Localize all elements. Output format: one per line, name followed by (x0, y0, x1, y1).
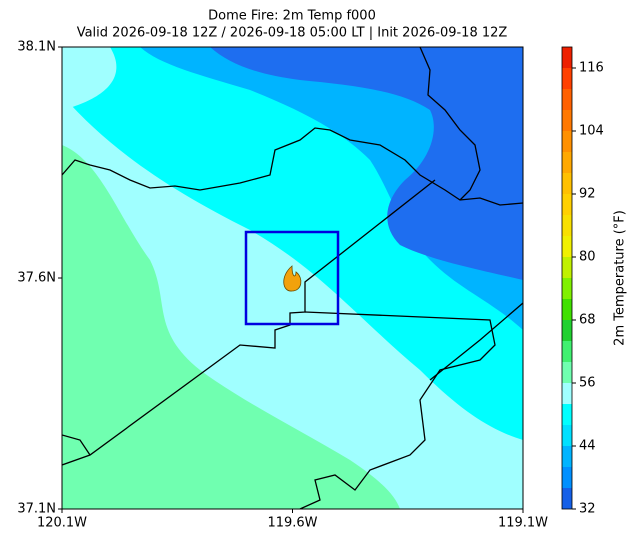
colorbar-tick-label: 44 (579, 439, 596, 454)
colorbar-segment (562, 152, 572, 173)
colorbar-segment (562, 320, 572, 341)
colorbar-tick-label: 80 (579, 250, 596, 265)
colorbar-segment (562, 362, 572, 383)
colorbar-frame (561, 46, 573, 510)
y-tick-label: 37.1N (17, 502, 56, 517)
map (61, 46, 524, 510)
colorbar-segment (562, 383, 572, 404)
focus-box (244, 230, 340, 326)
y-tick-label: 38.1N (17, 40, 56, 55)
boundary (299, 311, 496, 509)
colorbar-segment (562, 299, 572, 320)
contour-fill (210, 47, 523, 280)
fire-icon (283, 265, 302, 292)
boundary (429, 302, 523, 381)
colorbar-segment (562, 215, 572, 236)
colorbar-tick-label: 116 (579, 61, 604, 76)
colorbar-segment (562, 173, 572, 194)
colorbar-tick-label: 32 (579, 502, 596, 517)
colorbar-label: 2m Temperature (°F) (613, 210, 628, 346)
boundary (62, 434, 91, 456)
colorbar-segment (562, 131, 572, 152)
colorbar-segment (562, 194, 572, 215)
x-tick-label: 120.1W (37, 516, 87, 531)
boundary (62, 179, 436, 466)
colorbar-segment (562, 404, 572, 425)
colorbar-segment (562, 110, 572, 131)
colorbar-segment (562, 68, 572, 89)
contour-fill (62, 145, 400, 509)
y-tick-label: 37.6N (17, 271, 56, 286)
colorbar-segment (562, 341, 572, 362)
colorbar-tick-label: 104 (579, 124, 604, 139)
colorbar-tick-label: 56 (579, 376, 596, 391)
boundary (62, 127, 523, 206)
colorbar-segment (562, 446, 572, 467)
colorbar-segment (562, 47, 572, 68)
colorbar-segment (562, 89, 572, 110)
contour-fill (62, 47, 117, 110)
contour-fill (140, 47, 523, 330)
chart-title: Dome Fire: 2m Temp f000 (208, 9, 376, 24)
colorbar-segment (562, 467, 572, 488)
chart-subtitle: Valid 2026-09-18 12Z / 2026-09-18 05:00 … (77, 26, 508, 41)
colorbar-tick-label: 92 (579, 187, 596, 202)
x-tick-label: 119.6W (267, 516, 317, 531)
colorbar-segment (562, 425, 572, 446)
boundary (419, 47, 481, 201)
colorbar-segment (562, 278, 572, 299)
contours (62, 47, 523, 509)
boundaries (62, 47, 523, 509)
colorbar-segment (562, 488, 572, 509)
x-tick-label: 119.1W (498, 516, 548, 531)
colorbar-segment (562, 257, 572, 278)
colorbar-segment (562, 236, 572, 257)
colorbar-tick-label: 68 (579, 313, 596, 328)
